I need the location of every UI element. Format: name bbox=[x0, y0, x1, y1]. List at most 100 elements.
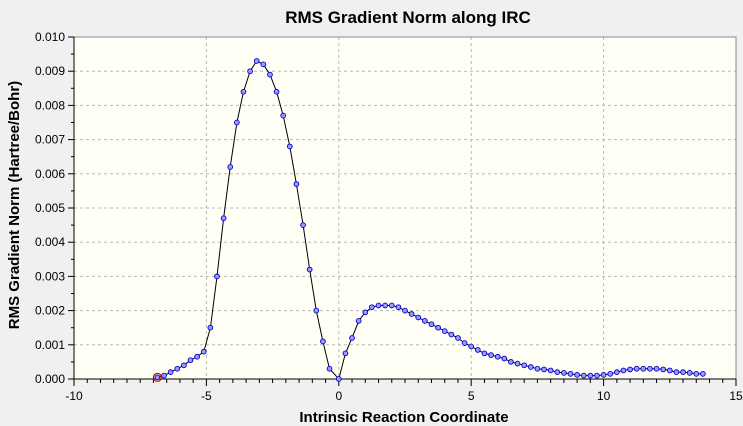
data-point bbox=[455, 335, 461, 341]
y-tick-label: 0.008 bbox=[35, 98, 65, 112]
highlight-point bbox=[152, 372, 163, 382]
data-point bbox=[693, 371, 700, 377]
x-tick-label: -5 bbox=[201, 389, 212, 403]
data-point bbox=[247, 68, 253, 75]
data-point bbox=[234, 119, 240, 126]
data-point bbox=[647, 365, 653, 372]
data-point bbox=[666, 367, 673, 374]
data-point bbox=[428, 321, 435, 328]
y-tick-label: 0.010 bbox=[35, 30, 65, 44]
data-point bbox=[422, 318, 428, 324]
data-point bbox=[686, 369, 693, 376]
data-point bbox=[468, 343, 475, 350]
data-point bbox=[161, 372, 167, 379]
data-point bbox=[514, 360, 521, 367]
data-point bbox=[574, 372, 580, 378]
data-point bbox=[541, 366, 547, 373]
y-tick-label: 0.007 bbox=[35, 133, 65, 147]
data-point bbox=[280, 112, 287, 119]
x-tick-label: 10 bbox=[597, 389, 611, 403]
data-point bbox=[300, 222, 306, 228]
data-point bbox=[481, 350, 488, 357]
data-point bbox=[620, 367, 627, 374]
data-point bbox=[435, 324, 441, 331]
data-point bbox=[355, 318, 362, 324]
data-point bbox=[181, 362, 187, 369]
data-point bbox=[594, 372, 600, 379]
data-point bbox=[220, 215, 227, 222]
data-point bbox=[293, 181, 300, 187]
data-point bbox=[600, 372, 607, 378]
x-axis: -10 -5 0 5 10 15 bbox=[65, 379, 743, 403]
data-point bbox=[673, 369, 680, 376]
data-point bbox=[521, 362, 528, 369]
data-point bbox=[660, 366, 667, 373]
data-point bbox=[154, 374, 161, 381]
data-point bbox=[508, 359, 514, 365]
data-point bbox=[408, 311, 415, 317]
data-point bbox=[474, 347, 481, 353]
data-point bbox=[286, 143, 293, 150]
data-point bbox=[395, 304, 402, 311]
data-point bbox=[342, 350, 349, 357]
y-tick-label: 0.009 bbox=[35, 64, 65, 78]
data-point bbox=[214, 273, 220, 280]
data-point bbox=[527, 364, 534, 370]
data-point bbox=[607, 371, 614, 377]
data-point bbox=[547, 367, 554, 374]
data-point bbox=[167, 369, 174, 376]
chart-title: RMS Gradient Norm along IRC bbox=[285, 8, 531, 27]
data-point bbox=[448, 331, 455, 338]
data-point bbox=[613, 369, 620, 376]
data-point bbox=[200, 348, 207, 355]
data-point bbox=[313, 307, 320, 314]
data-point bbox=[267, 71, 273, 78]
x-tick-label: 5 bbox=[468, 389, 475, 403]
data-point bbox=[253, 58, 260, 64]
y-tick-label: 0.000 bbox=[35, 372, 65, 386]
data-point bbox=[306, 266, 313, 273]
data-point bbox=[349, 335, 355, 341]
data-point bbox=[554, 369, 561, 376]
data-point bbox=[415, 314, 422, 321]
data-point bbox=[640, 365, 647, 372]
y-tick-label: 0.001 bbox=[35, 338, 65, 352]
data-point bbox=[567, 371, 574, 377]
data-point bbox=[561, 369, 567, 376]
data-point bbox=[388, 302, 395, 309]
data-point bbox=[653, 365, 660, 372]
data-point bbox=[461, 340, 468, 346]
data-point bbox=[362, 309, 369, 316]
data-point bbox=[587, 372, 594, 379]
x-tick-label: -10 bbox=[65, 389, 83, 403]
y-tick-label: 0.006 bbox=[35, 167, 65, 181]
y-tick-label: 0.004 bbox=[35, 235, 65, 249]
data-point bbox=[700, 371, 706, 377]
y-tick-label: 0.003 bbox=[35, 269, 65, 283]
data-point bbox=[320, 338, 326, 345]
data-point bbox=[534, 365, 541, 372]
y-tick-label: 0.005 bbox=[35, 201, 65, 215]
data-point bbox=[580, 372, 587, 379]
data-point bbox=[207, 324, 214, 331]
data-point bbox=[441, 328, 448, 334]
data-point bbox=[326, 365, 333, 372]
data-point bbox=[680, 369, 686, 376]
data-point bbox=[402, 307, 408, 314]
y-axis-label: RMS Gradient Norm (Hartree/Bohr) bbox=[6, 81, 23, 329]
x-tick-label: 0 bbox=[335, 389, 342, 403]
data-point bbox=[240, 88, 247, 95]
x-tick-label: 15 bbox=[729, 389, 743, 403]
data-point bbox=[194, 353, 200, 360]
data-point bbox=[494, 353, 501, 360]
y-axis: 0.000 0.001 0.002 0.003 0.004 0.005 0.006 0.007… bbox=[35, 30, 74, 386]
data-point bbox=[273, 88, 280, 95]
data-point bbox=[369, 304, 375, 311]
x-axis-label: Intrinsic Reaction Coordinate bbox=[299, 409, 508, 426]
data-point bbox=[501, 355, 508, 362]
data-point bbox=[633, 365, 640, 372]
data-point bbox=[260, 61, 267, 68]
data-point bbox=[187, 357, 194, 364]
